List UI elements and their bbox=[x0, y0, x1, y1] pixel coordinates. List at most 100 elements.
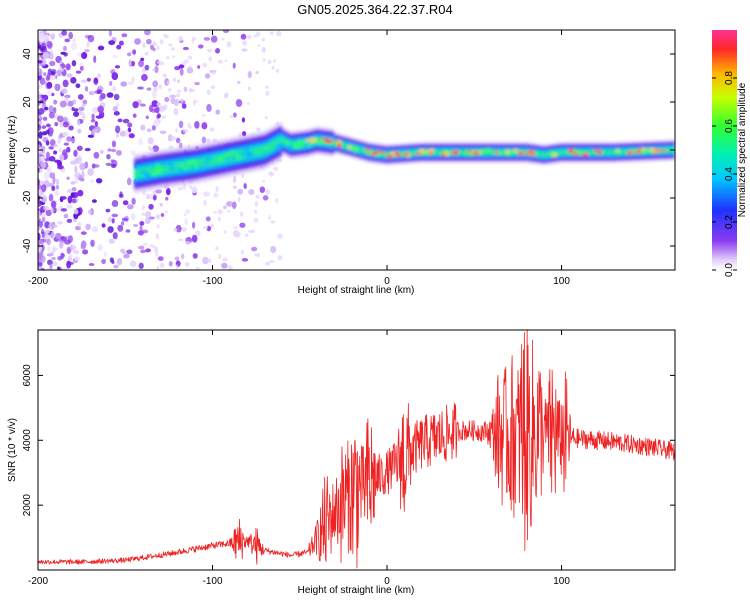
noise-blob bbox=[153, 107, 159, 113]
noise-blob bbox=[126, 249, 133, 255]
noise-blob bbox=[197, 44, 204, 49]
noise-blob bbox=[43, 172, 50, 180]
colorbar-label: Normalized spectral amplitude bbox=[737, 82, 748, 217]
ridge-peak bbox=[298, 145, 303, 149]
noise-blob bbox=[46, 89, 53, 96]
noise-blob bbox=[76, 155, 83, 163]
ridge-peak bbox=[285, 141, 292, 145]
noise-blob bbox=[187, 122, 191, 129]
noise-blob bbox=[151, 68, 156, 72]
noise-blob bbox=[155, 233, 160, 240]
noise-blob bbox=[74, 165, 78, 173]
noise-blob bbox=[168, 261, 173, 267]
noise-blob bbox=[172, 77, 177, 82]
noise-blob bbox=[62, 45, 67, 51]
ridge-peak bbox=[168, 166, 176, 171]
noise-blob bbox=[164, 35, 169, 39]
x-axis-ticks: -200 -100 0 100 bbox=[28, 30, 570, 287]
noise-blob bbox=[158, 105, 166, 112]
noise-blob bbox=[112, 232, 118, 240]
noise-blob bbox=[192, 221, 196, 229]
noise-blob bbox=[229, 115, 235, 119]
noise-blob bbox=[185, 240, 191, 245]
ridge-peak bbox=[379, 150, 386, 154]
noise-blob bbox=[68, 31, 74, 40]
ridge-peak bbox=[309, 137, 317, 143]
noise-blob bbox=[84, 85, 89, 92]
ridge-peak bbox=[389, 154, 393, 159]
noise-blob bbox=[158, 84, 163, 90]
noise-blob bbox=[38, 60, 43, 64]
noise-blob bbox=[115, 125, 121, 134]
ridge-peak bbox=[596, 150, 603, 153]
noise-blob bbox=[38, 210, 41, 219]
noise-blob bbox=[58, 266, 62, 270]
snr-chart: -200 -100 0 100 2000 4000 6000 Height of stra… bbox=[7, 329, 676, 596]
noise-blob bbox=[98, 95, 103, 102]
noise-blob bbox=[169, 94, 176, 99]
noise-blob bbox=[221, 262, 228, 269]
noise-blob bbox=[116, 258, 123, 266]
noise-blob bbox=[38, 90, 41, 99]
noise-blob bbox=[43, 237, 50, 244]
y-tick-label: 2000 bbox=[22, 494, 33, 517]
noise-blob bbox=[66, 260, 71, 269]
noise-blob bbox=[57, 165, 64, 170]
noise-blob bbox=[151, 90, 157, 99]
noise-blob bbox=[269, 172, 274, 177]
noise-blob bbox=[271, 65, 275, 70]
noise-blob bbox=[150, 44, 155, 51]
noise-blob bbox=[70, 181, 76, 185]
y-tick-label: 40 bbox=[22, 48, 33, 60]
noise-blob bbox=[122, 200, 129, 206]
noise-blob bbox=[50, 200, 57, 209]
noise-blob bbox=[152, 41, 156, 45]
noise-blob bbox=[132, 223, 139, 228]
x-tick-label: -100 bbox=[203, 576, 223, 587]
noise-blob bbox=[184, 209, 191, 214]
noise-blob bbox=[222, 205, 227, 210]
noise-blob bbox=[175, 93, 181, 98]
ridge-peak bbox=[179, 163, 183, 167]
noise-blob bbox=[106, 153, 111, 160]
noise-blob bbox=[84, 161, 89, 169]
noise-blob bbox=[49, 129, 53, 135]
noise-blob bbox=[63, 213, 69, 219]
noise-blob bbox=[67, 195, 73, 204]
noise-blob bbox=[152, 245, 156, 249]
noise-blob bbox=[52, 176, 56, 185]
noise-blob bbox=[42, 51, 50, 59]
noise-blob bbox=[120, 81, 128, 87]
noise-blob bbox=[145, 248, 151, 253]
y-tick-label: 6000 bbox=[22, 364, 33, 387]
noise-blob bbox=[81, 112, 86, 121]
noise-blob bbox=[70, 192, 75, 198]
noise-blob bbox=[145, 115, 149, 120]
noise-blob bbox=[38, 52, 41, 61]
noise-blob bbox=[147, 137, 154, 145]
ridge-peak bbox=[140, 170, 146, 173]
noise-blob bbox=[47, 166, 52, 174]
noise-blob bbox=[262, 195, 269, 201]
noise-blob bbox=[38, 232, 41, 241]
noise-blob bbox=[232, 175, 237, 184]
noise-blob bbox=[66, 218, 73, 223]
noise-blob bbox=[141, 67, 146, 74]
ridge-peak bbox=[483, 148, 491, 152]
ridge-peak bbox=[224, 152, 229, 156]
noise-blob bbox=[232, 185, 238, 189]
noise-blob bbox=[77, 221, 82, 227]
noise-blob bbox=[70, 76, 77, 84]
colorbar-tick-label: 0.6 bbox=[724, 119, 735, 133]
ridge-peak bbox=[158, 168, 162, 171]
noise-blob bbox=[197, 65, 201, 69]
noise-blob bbox=[203, 199, 207, 206]
noise-blob bbox=[141, 73, 148, 81]
noise-blob bbox=[130, 60, 135, 67]
noise-blob bbox=[137, 86, 144, 90]
noise-blob bbox=[44, 229, 51, 235]
noise-blob bbox=[241, 258, 249, 262]
noise-blob bbox=[253, 34, 258, 38]
noise-blob bbox=[265, 261, 271, 266]
